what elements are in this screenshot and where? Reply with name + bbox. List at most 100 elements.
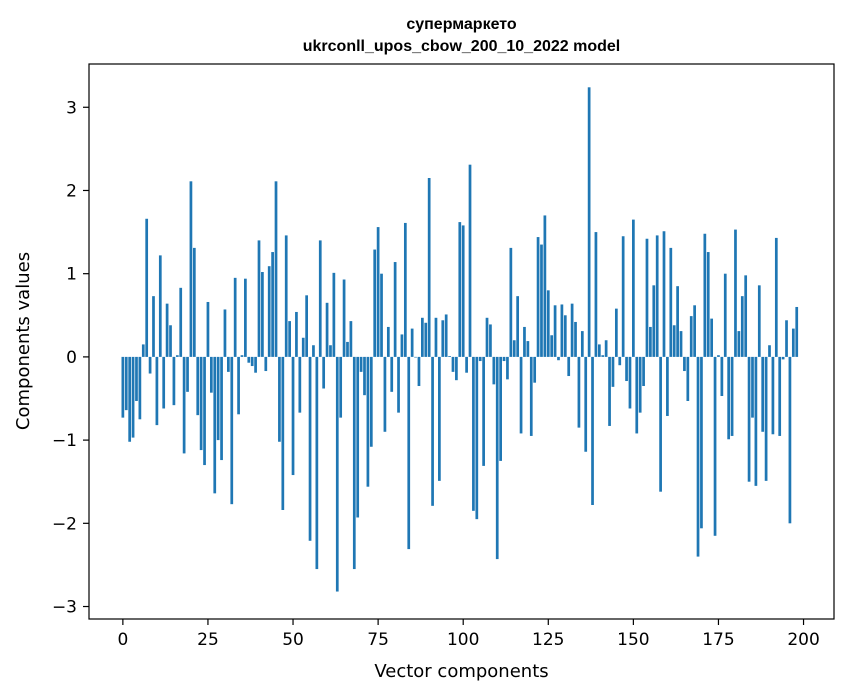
bar-component-66: [346, 341, 349, 357]
bar-component-25: [206, 301, 210, 357]
bar-component-56: [312, 345, 315, 357]
bar-component-9: [152, 296, 155, 357]
bar-component-158: [659, 356, 662, 492]
x-axis-label: Vector components: [374, 661, 548, 682]
bar-component-48: [284, 235, 288, 357]
bar-component-173: [710, 318, 714, 357]
bar-component-119: [526, 341, 530, 357]
bar-component-87: [417, 356, 421, 387]
bar-component-132: [570, 303, 574, 357]
bar-component-190: [768, 345, 771, 357]
bar-component-180: [734, 229, 737, 357]
bar-component-47: [281, 356, 285, 510]
bar-component-166: [686, 356, 690, 401]
bar-component-6: [141, 344, 145, 357]
bar-component-16: [175, 355, 179, 357]
bar-component-1: [124, 356, 128, 411]
bar-component-7: [145, 218, 149, 357]
bar-component-20: [189, 181, 193, 357]
bar-component-109: [492, 356, 496, 385]
bar-component-174: [713, 356, 717, 536]
bar-component-2: [128, 356, 132, 442]
x-tick-label: 100: [447, 630, 479, 650]
bar-component-175: [717, 355, 720, 357]
bar-component-130: [563, 315, 567, 357]
bar-component-186: [754, 356, 758, 486]
bar-component-140: [597, 344, 601, 357]
bar-component-43: [267, 266, 271, 357]
bar-component-53: [301, 337, 305, 357]
bar-component-3: [131, 356, 135, 438]
bar-component-77: [383, 356, 387, 432]
bar-component-52: [298, 356, 302, 413]
bar-component-19: [186, 356, 189, 392]
bar-component-128: [557, 356, 560, 361]
bar-component-98: [455, 356, 458, 381]
bar-component-18: [182, 356, 186, 454]
bar-component-68: [352, 356, 356, 570]
bar-component-60: [325, 302, 329, 357]
bar-component-108: [489, 324, 492, 357]
y-tick-label: −1: [52, 431, 77, 451]
bar-component-106: [482, 356, 485, 466]
bar-component-117: [519, 356, 523, 434]
bar-component-42: [264, 356, 268, 372]
x-tick-label: 175: [702, 630, 734, 650]
bar-component-137: [587, 87, 591, 357]
bar-component-34: [237, 356, 240, 415]
bar-component-177: [723, 273, 727, 357]
bar-component-195: [785, 320, 788, 357]
bar-component-161: [669, 247, 673, 357]
bar-component-183: [744, 275, 748, 357]
bar-component-8: [148, 356, 152, 374]
bar-component-154: [645, 238, 649, 357]
bar-component-169: [696, 356, 700, 557]
bar-component-131: [567, 356, 571, 377]
bar-component-104: [475, 356, 479, 520]
bar-component-141: [601, 355, 605, 357]
x-tick-label: 125: [532, 630, 564, 650]
bar-component-36: [244, 278, 247, 357]
x-axis-ticks: 0 25 50 75 100 125 150 175 200: [117, 619, 820, 650]
bar-component-179: [730, 356, 734, 436]
bar-component-10: [155, 356, 159, 426]
bar-component-165: [683, 356, 686, 372]
bar-component-192: [774, 237, 778, 357]
bar-component-30: [223, 309, 227, 357]
bar-component-124: [543, 215, 547, 357]
bar-component-21: [192, 247, 196, 357]
bar-component-99: [458, 222, 462, 357]
bar-component-120: [529, 356, 533, 436]
bar-component-93: [438, 356, 441, 481]
bar-component-133: [574, 321, 577, 357]
bar-component-129: [560, 304, 564, 357]
bar-component-142: [604, 340, 608, 357]
bar-component-139: [594, 232, 598, 357]
bar-component-4: [135, 356, 138, 401]
bar-component-91: [431, 356, 434, 506]
bar-component-14: [169, 325, 172, 357]
bar-component-151: [635, 356, 639, 434]
bar-component-134: [577, 356, 581, 428]
bar-component-32: [230, 356, 234, 505]
bar-component-31: [227, 356, 230, 372]
bar-component-75: [376, 227, 380, 357]
bar-component-79: [390, 356, 394, 392]
bar-component-111: [499, 356, 502, 461]
bar-component-167: [689, 316, 693, 357]
bar-component-170: [700, 356, 703, 529]
bar-component-114: [509, 247, 513, 357]
bar-component-88: [421, 317, 424, 357]
bar-component-196: [788, 356, 792, 524]
chart-title-line1: супермаркето: [406, 16, 517, 33]
bar-component-100: [461, 225, 465, 357]
bar-component-63: [335, 356, 339, 592]
bar-component-62: [332, 272, 336, 357]
bar-component-27: [213, 356, 217, 494]
bar-component-33: [233, 277, 237, 357]
bar-component-61: [329, 345, 332, 357]
bar-component-101: [465, 356, 468, 373]
bar-component-113: [506, 356, 509, 380]
bar-component-28: [216, 356, 220, 441]
